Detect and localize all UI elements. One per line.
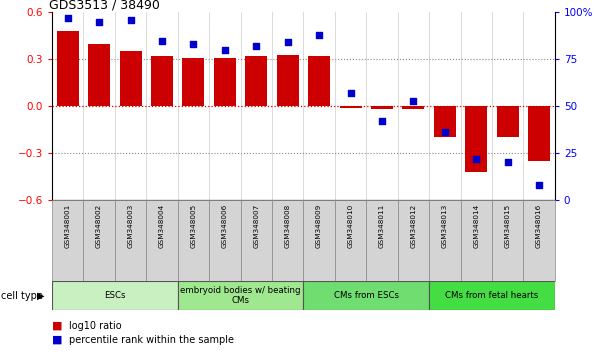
Bar (151, 56, 173, 106)
Bar (403, 106, 425, 109)
Text: GSM348003: GSM348003 (128, 204, 134, 249)
Bar (461, 200, 492, 281)
Point (126, 17, 136, 23)
Text: ▶: ▶ (37, 291, 45, 301)
Text: cell type: cell type (1, 291, 43, 301)
Bar (497, 106, 519, 137)
Text: ESCs: ESCs (104, 291, 125, 300)
Bar (88, 44, 110, 106)
Point (157, 38, 167, 44)
Text: GSM348007: GSM348007 (253, 204, 259, 249)
Point (220, 47, 230, 53)
Text: GSM348008: GSM348008 (285, 204, 291, 249)
Bar (182, 58, 204, 106)
Bar (178, 200, 209, 281)
Text: log10 ratio: log10 ratio (69, 321, 122, 331)
Bar (335, 200, 366, 281)
Point (503, 160, 513, 165)
Point (63, 15, 73, 21)
Bar (303, 281, 429, 310)
Bar (429, 200, 461, 281)
Bar (308, 56, 330, 106)
Bar (52, 281, 178, 310)
Text: GSM348006: GSM348006 (222, 204, 228, 249)
Point (534, 182, 544, 188)
Bar (492, 200, 524, 281)
Text: CMs from fetal hearts: CMs from fetal hearts (445, 291, 538, 300)
Text: ■: ■ (52, 321, 62, 331)
Bar (277, 55, 299, 106)
Text: CMs from ESCs: CMs from ESCs (334, 291, 399, 300)
Point (440, 130, 450, 135)
Text: GSM348015: GSM348015 (505, 204, 511, 249)
Text: GSM348014: GSM348014 (473, 204, 479, 249)
Bar (209, 200, 241, 281)
Text: GSM348013: GSM348013 (442, 204, 448, 249)
Text: GSM348009: GSM348009 (316, 204, 322, 249)
Text: GSM348001: GSM348001 (65, 204, 71, 249)
Bar (83, 200, 115, 281)
Point (314, 32, 324, 38)
Text: ■: ■ (52, 335, 62, 345)
Bar (178, 281, 304, 310)
Bar (340, 106, 362, 108)
Point (409, 98, 419, 103)
Text: GSM348002: GSM348002 (96, 204, 102, 249)
Point (188, 41, 198, 47)
Point (251, 43, 261, 49)
Bar (303, 200, 335, 281)
Text: embryoid bodies w/ beating
CMs: embryoid bodies w/ beating CMs (180, 286, 301, 305)
Bar (272, 200, 304, 281)
Point (471, 156, 481, 161)
Bar (366, 200, 398, 281)
Text: GSM348010: GSM348010 (348, 204, 354, 249)
Point (283, 40, 293, 45)
Text: GSM348012: GSM348012 (411, 204, 416, 249)
Bar (245, 56, 267, 106)
Bar (52, 200, 83, 281)
Bar (429, 281, 555, 310)
Text: GSM348016: GSM348016 (536, 204, 542, 249)
Bar (120, 51, 142, 106)
Point (377, 118, 387, 124)
Bar (146, 200, 178, 281)
Text: GSM348011: GSM348011 (379, 204, 385, 249)
Bar (115, 200, 146, 281)
Bar (434, 106, 456, 137)
Bar (241, 200, 272, 281)
Point (346, 90, 356, 96)
Bar (524, 200, 555, 281)
Bar (528, 106, 550, 161)
Text: percentile rank within the sample: percentile rank within the sample (69, 335, 234, 345)
Bar (57, 31, 79, 106)
Point (94, 19, 104, 24)
Text: GDS3513 / 38490: GDS3513 / 38490 (49, 0, 160, 11)
Bar (465, 106, 487, 172)
Text: GSM348004: GSM348004 (159, 204, 165, 249)
Bar (398, 200, 429, 281)
Text: GSM348005: GSM348005 (191, 204, 196, 249)
Bar (371, 106, 393, 109)
Bar (214, 58, 236, 106)
